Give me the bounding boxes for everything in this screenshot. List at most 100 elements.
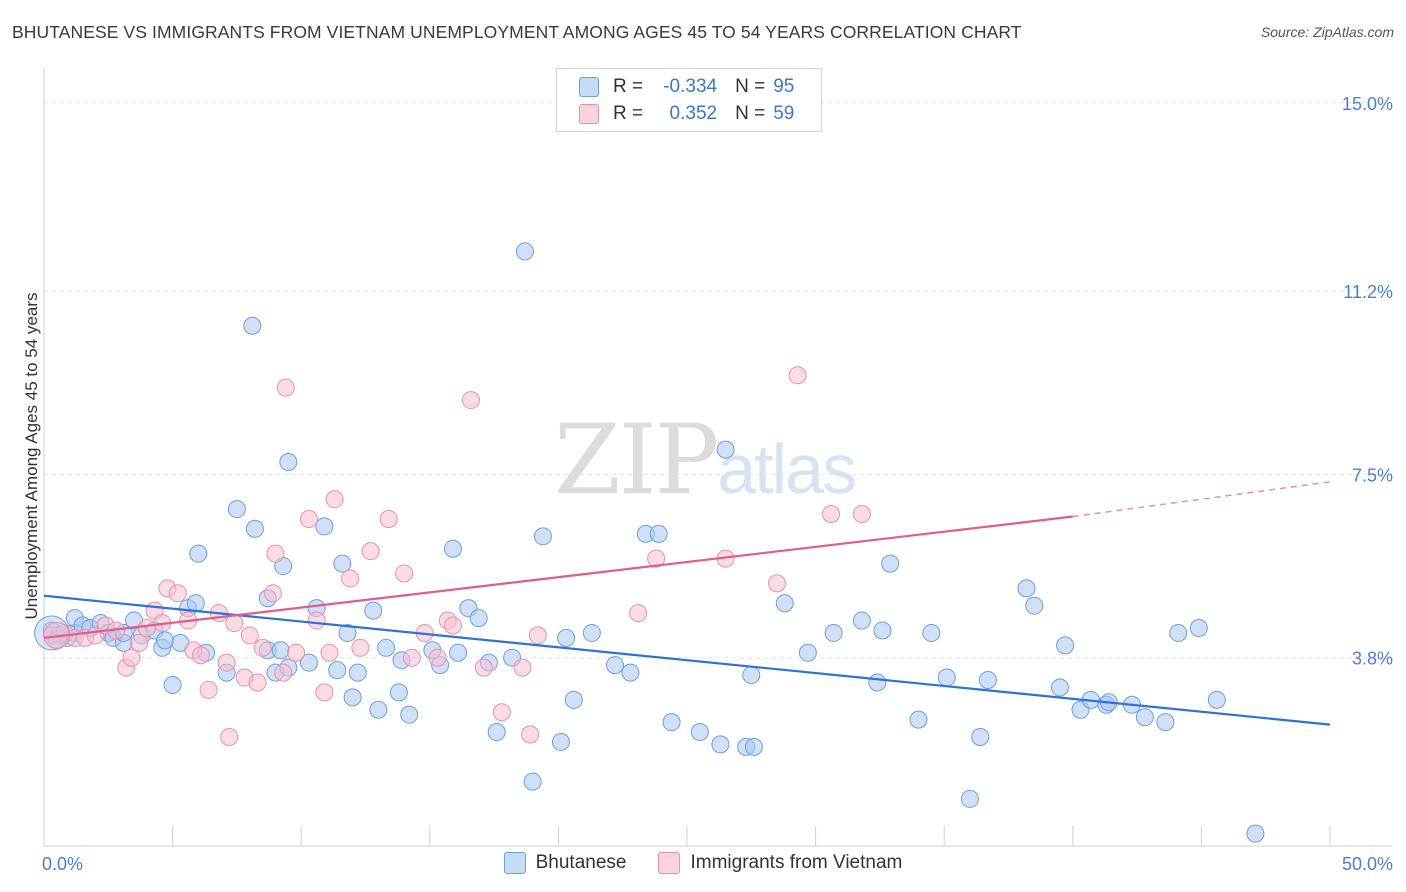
vietnam-point	[351, 638, 370, 657]
legend-r-label: R =	[613, 76, 644, 97]
vietnam-point	[395, 564, 414, 583]
vietnam-point	[287, 643, 306, 662]
vietnam-trend-extension	[1072, 481, 1331, 518]
bhutanese-point	[163, 675, 182, 694]
vietnam-point	[276, 378, 295, 397]
bhutanese-point	[271, 641, 290, 660]
vietnam-point	[130, 633, 149, 652]
bhutanese-point	[1056, 636, 1075, 655]
vietnam-point	[240, 626, 259, 645]
bhutanese-point	[744, 737, 763, 756]
bhutanese-point	[649, 524, 668, 543]
legend-r-value: -0.334	[663, 76, 718, 97]
legend-n-value: 59	[773, 103, 795, 124]
vietnam-point	[168, 584, 187, 603]
vietnam-point	[492, 703, 511, 722]
bhutanese-point	[582, 623, 601, 642]
vietnam-point	[315, 683, 334, 702]
bhutanese-point	[1025, 596, 1044, 615]
bhutanese-point	[909, 710, 928, 729]
watermark-zip: ZIP	[554, 404, 719, 516]
legend-r-value: 0.352	[664, 103, 718, 124]
bhutanese-point	[1189, 618, 1208, 637]
vietnam-point	[307, 611, 326, 630]
bhutanese-point	[662, 713, 681, 732]
vietnam-point	[199, 680, 218, 699]
y-axis-label: Unemployment Among Ages 45 to 54 years	[22, 292, 41, 620]
bhutanese-point	[960, 789, 979, 808]
bhutanese-point	[978, 671, 997, 690]
vietnam-point	[191, 646, 210, 665]
bhutanese-point	[515, 242, 534, 261]
bhutanese-point	[873, 621, 892, 640]
bhutanese-point	[449, 643, 468, 662]
vietnam-point	[320, 643, 339, 662]
vietnam-point	[122, 648, 141, 667]
legend-row-vietnam: R = 0.352 N = 59	[579, 102, 794, 126]
vietnam-point	[379, 509, 398, 528]
vietnam-point	[248, 673, 267, 692]
legend-item-bhutanese[interactable]: Bhutanese	[503, 852, 627, 874]
bhutanese-point	[621, 663, 640, 682]
bhutanese-point	[798, 643, 817, 662]
vietnam-point	[768, 574, 787, 593]
bhutanese-point	[551, 732, 570, 751]
bhutanese-point	[690, 723, 709, 742]
vietnam-point	[402, 648, 421, 667]
vietnam-point	[513, 658, 532, 677]
bhutanese-point	[155, 631, 174, 650]
bhutanese-trend-line	[43, 594, 1331, 726]
bhutanese-point	[369, 700, 388, 719]
vietnam-point	[341, 569, 360, 588]
watermark-atlas: atlas	[717, 430, 857, 508]
bhutanese-point	[605, 656, 624, 675]
bhutanese-point	[1207, 690, 1226, 709]
legend-r-label: R =	[613, 103, 644, 124]
legend-swatch-bhutanese	[503, 852, 526, 874]
vietnam-point	[521, 725, 540, 744]
bhutanese-point	[333, 554, 352, 573]
vietnam-point	[629, 604, 648, 623]
legend-n-label: N =	[735, 103, 766, 124]
bhutanese-point	[487, 723, 506, 742]
vietnam-point	[325, 490, 344, 509]
bhutanese-point	[189, 544, 208, 563]
legend-label-vietnam: Immigrants from Vietnam	[690, 852, 903, 873]
bhutanese-point	[742, 666, 761, 685]
bhutanese-point	[716, 440, 735, 459]
vietnam-point	[528, 626, 547, 645]
bhutanese-point	[186, 594, 205, 613]
vietnam-point	[263, 584, 282, 603]
bhutanese-point	[775, 594, 794, 613]
bhutanese-point	[711, 735, 730, 754]
vietnam-trend-line	[43, 515, 1073, 639]
bhutanese-point	[533, 527, 552, 546]
bhutanese-point	[937, 668, 956, 687]
legend-swatch-bhutanese	[579, 77, 599, 97]
vietnam-point	[443, 616, 462, 635]
vietnam-point	[361, 542, 380, 561]
bhutanese-point	[315, 517, 334, 536]
bhutanese-point	[243, 316, 262, 335]
bhutanese-point	[377, 638, 396, 657]
legend-item-vietnam[interactable]: Immigrants from Vietnam	[658, 852, 902, 874]
y-tick-label: 15.0%	[1342, 94, 1393, 114]
bhutanese-point	[343, 688, 362, 707]
vietnam-point	[137, 618, 156, 637]
bhutanese-point	[1050, 678, 1069, 697]
bhutanese-point	[824, 623, 843, 642]
bhutanese-point	[1135, 708, 1154, 727]
legend-n-value: 95	[773, 76, 795, 97]
vietnam-point	[299, 509, 318, 528]
bhutanese-point	[557, 628, 576, 647]
bhutanese-point	[881, 554, 900, 573]
bhutanese-point	[1156, 713, 1175, 732]
series-legend: Bhutanese Immigrants from Vietnam	[0, 852, 1406, 874]
legend-label-bhutanese: Bhutanese	[535, 852, 627, 873]
x-tick-label: 50.0%	[1342, 854, 1393, 874]
watermark: ZIPatlas	[554, 404, 857, 516]
bhutanese-point	[971, 727, 990, 746]
bhutanese-point	[279, 453, 298, 471]
bhutanese-point	[328, 661, 347, 680]
correlation-legend: R = -0.334 N = 95 R = 0.352 N = 59	[556, 68, 822, 132]
